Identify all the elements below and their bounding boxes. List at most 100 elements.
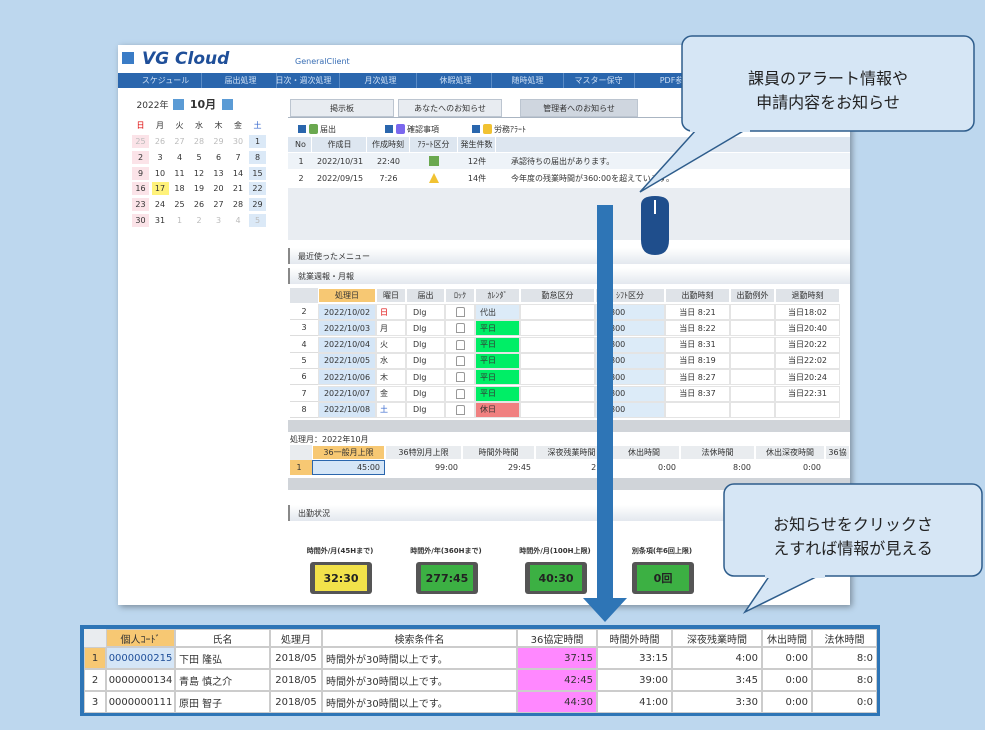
- cal-day[interactable]: 15: [248, 165, 267, 181]
- cal-day[interactable]: 30: [228, 134, 248, 149]
- cal-day[interactable]: 25: [170, 197, 189, 213]
- result-cell[interactable]: 8:0: [812, 669, 877, 691]
- result-cell[interactable]: 青島 慎之介: [175, 669, 270, 691]
- result-cell[interactable]: 時間外が30時間以上です。: [322, 647, 517, 669]
- cal-day[interactable]: 18: [170, 181, 189, 197]
- result-cell[interactable]: 39:00: [597, 669, 672, 691]
- cal-day[interactable]: 29: [209, 134, 228, 149]
- result-cell[interactable]: 37:15: [517, 647, 597, 669]
- result-cell[interactable]: 0:00: [762, 647, 812, 669]
- result-cell[interactable]: 8:0: [812, 647, 877, 669]
- nav-item[interactable]: スケジュール: [130, 73, 202, 88]
- cal-day[interactable]: 26: [189, 197, 209, 213]
- cal-day[interactable]: 2: [131, 149, 150, 165]
- result-cell[interactable]: 44:30: [517, 691, 597, 713]
- cal-day[interactable]: 11: [170, 165, 189, 181]
- cal-day[interactable]: 8: [248, 149, 267, 165]
- section-bar[interactable]: 就業週報・月報: [288, 268, 850, 284]
- cal-day[interactable]: 27: [209, 197, 228, 213]
- cal-day[interactable]: 5: [189, 149, 209, 165]
- cal-day[interactable]: 21: [228, 181, 248, 197]
- cal-day[interactable]: 27: [170, 134, 189, 149]
- nav-item[interactable]: 届出処理: [205, 73, 277, 88]
- cal-day[interactable]: 25: [131, 134, 150, 149]
- result-cell[interactable]: 1: [84, 647, 106, 669]
- cal-day[interactable]: 28: [228, 197, 248, 213]
- notice-cell[interactable]: 2022/10/31: [316, 156, 364, 166]
- tab[interactable]: あなたへのお知らせ: [398, 99, 502, 117]
- cal-day[interactable]: 23: [131, 197, 150, 213]
- result-cell[interactable]: 0:00: [762, 691, 812, 713]
- notice-cell[interactable]: 2: [298, 173, 304, 183]
- notice-cell[interactable]: 12件: [467, 156, 487, 166]
- cal-day[interactable]: 19: [189, 181, 209, 197]
- cal-day[interactable]: 31: [150, 213, 170, 228]
- result-cell[interactable]: 0:00: [762, 669, 812, 691]
- cal-day[interactable]: 5: [248, 213, 267, 228]
- cal-day[interactable]: 20: [209, 181, 228, 197]
- cal-day[interactable]: 9: [131, 165, 150, 181]
- cal-day[interactable]: 3: [209, 213, 228, 228]
- result-cell[interactable]: 0000000134: [106, 669, 175, 691]
- notice-cell[interactable]: 今年度の残業時間が360:00を超えています。: [511, 173, 674, 183]
- result-cell[interactable]: 4:00: [672, 647, 762, 669]
- cal-day[interactable]: 4: [228, 213, 248, 228]
- result-cell[interactable]: 0000000111: [106, 691, 175, 713]
- result-cell[interactable]: 3: [84, 691, 106, 713]
- cal-day[interactable]: 30: [131, 213, 150, 228]
- result-cell[interactable]: 41:00: [597, 691, 672, 713]
- result-cell[interactable]: 3:45: [672, 669, 762, 691]
- nav-item[interactable]: 月次処理: [345, 73, 417, 88]
- nav-item[interactable]: 休暇処理: [420, 73, 492, 88]
- checkbox[interactable]: [298, 125, 306, 133]
- nav-item[interactable]: 随時処理: [492, 73, 564, 88]
- cal-day[interactable]: 13: [209, 165, 228, 181]
- cal-day[interactable]: 26: [150, 134, 170, 149]
- cal-prev[interactable]: [173, 99, 184, 110]
- tab[interactable]: 管理者へのお知らせ: [520, 99, 638, 117]
- notice-cell[interactable]: 22:40: [376, 156, 401, 166]
- result-cell[interactable]: 3:30: [672, 691, 762, 713]
- result-cell[interactable]: 2018/05: [270, 669, 322, 691]
- notice-cell[interactable]: 14件: [467, 173, 487, 183]
- cal-day[interactable]: 14: [228, 165, 248, 181]
- cal-day[interactable]: 29: [248, 197, 267, 213]
- result-cell[interactable]: 下田 隆弘: [175, 647, 270, 669]
- cal-next[interactable]: [222, 99, 233, 110]
- cal-day[interactable]: 1: [248, 134, 267, 149]
- cal-day[interactable]: 2: [189, 213, 209, 228]
- tab[interactable]: 掲示板: [290, 99, 394, 117]
- cal-day[interactable]: 16: [131, 181, 150, 197]
- result-cell[interactable]: 42:45: [517, 669, 597, 691]
- result-cell[interactable]: 0000000215: [106, 647, 175, 669]
- result-cell[interactable]: 2: [84, 669, 106, 691]
- cal-day[interactable]: 1: [170, 213, 189, 228]
- cal-day[interactable]: 22: [248, 181, 267, 197]
- checkbox[interactable]: [472, 125, 480, 133]
- result-cell[interactable]: 時間外が30時間以上です。: [322, 669, 517, 691]
- cal-day[interactable]: 4: [170, 149, 189, 165]
- notice-cell[interactable]: 7:26: [379, 173, 398, 183]
- notice-cell[interactable]: 1: [298, 156, 304, 166]
- cal-day[interactable]: 7: [228, 149, 248, 165]
- notice-cell[interactable]: 承認待ちの届出があります。: [511, 156, 615, 166]
- section-bar[interactable]: 最近使ったメニュー: [288, 248, 850, 264]
- cal-day[interactable]: 3: [150, 149, 170, 165]
- result-cell[interactable]: 33:15: [597, 647, 672, 669]
- result-cell[interactable]: 原田 智子: [175, 691, 270, 713]
- cal-day[interactable]: 24: [150, 197, 170, 213]
- section-bar[interactable]: 出勤状況: [288, 505, 850, 521]
- nav-item[interactable]: マスター保守: [563, 73, 635, 88]
- result-cell[interactable]: 0:0: [812, 691, 877, 713]
- notice-cell[interactable]: 2022/09/15: [316, 173, 364, 183]
- result-cell[interactable]: 時間外が30時間以上です。: [322, 691, 517, 713]
- cal-day[interactable]: 6: [209, 149, 228, 165]
- result-cell[interactable]: 2018/05: [270, 647, 322, 669]
- result-cell[interactable]: 2018/05: [270, 691, 322, 713]
- cal-day[interactable]: 10: [150, 165, 170, 181]
- cal-day[interactable]: 12: [189, 165, 209, 181]
- cal-day[interactable]: 17: [150, 181, 170, 197]
- checkbox[interactable]: [385, 125, 393, 133]
- nav-item[interactable]: 日次・週次処理: [268, 73, 340, 88]
- cal-day[interactable]: 28: [189, 134, 209, 149]
